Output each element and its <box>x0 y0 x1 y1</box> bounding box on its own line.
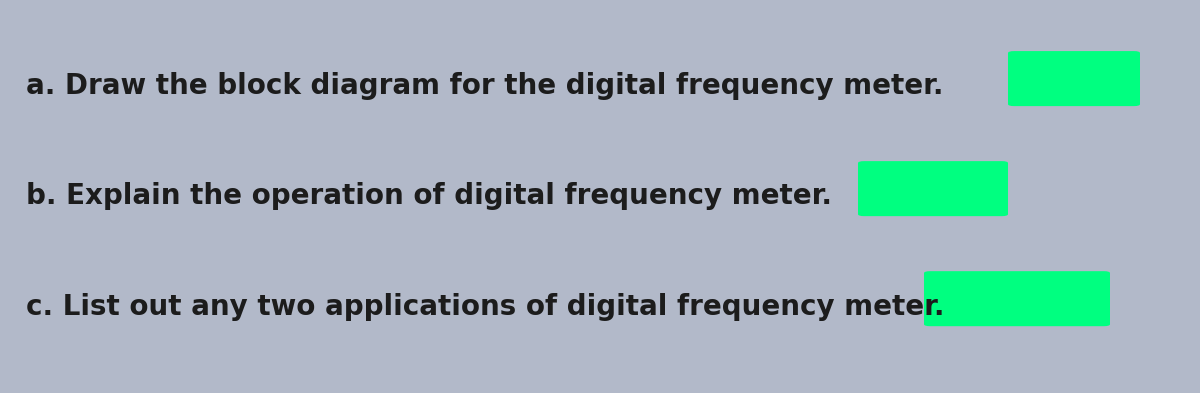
FancyBboxPatch shape <box>858 161 1008 216</box>
FancyBboxPatch shape <box>924 271 1110 326</box>
FancyBboxPatch shape <box>1008 51 1140 106</box>
Text: c. List out any two applications of digital frequency meter.: c. List out any two applications of digi… <box>26 292 944 321</box>
Text: b. Explain the operation of digital frequency meter.: b. Explain the operation of digital freq… <box>26 182 833 211</box>
Text: a. Draw the block diagram for the digital frequency meter.: a. Draw the block diagram for the digita… <box>26 72 944 101</box>
